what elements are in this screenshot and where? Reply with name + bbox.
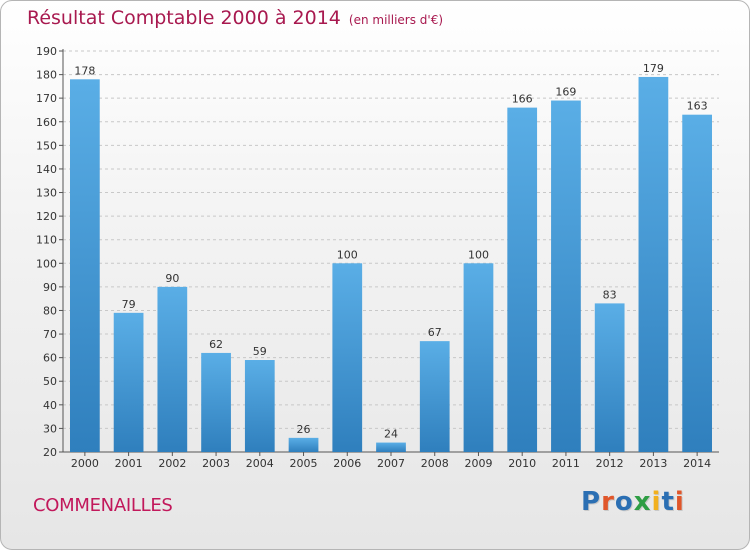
bar-2006 xyxy=(332,263,363,452)
y-tick-label: 30 xyxy=(43,422,57,435)
y-tick-label: 80 xyxy=(43,304,57,317)
logo-letter: r xyxy=(601,487,615,517)
x-tick-label: 2013 xyxy=(639,457,667,470)
x-tick-label: 2001 xyxy=(115,457,143,470)
chart-title-text: Résultat Comptable 2000 à 2014 xyxy=(27,7,341,29)
data-label: 178 xyxy=(74,64,95,77)
x-tick-label: 2008 xyxy=(421,457,449,470)
y-tick-label: 100 xyxy=(36,257,57,270)
y-tick-label: 20 xyxy=(43,446,57,459)
logo-letter: P xyxy=(581,487,602,517)
chart-subtitle: (en milliers d'€) xyxy=(348,13,444,27)
proxiti-logo: Proxiti xyxy=(581,487,685,517)
data-label: 83 xyxy=(603,288,617,301)
y-tick-label: 160 xyxy=(36,116,57,129)
y-tick-label: 140 xyxy=(36,163,57,176)
bar-2014 xyxy=(682,114,713,452)
bar-2001 xyxy=(113,312,144,452)
data-label: 62 xyxy=(209,338,223,351)
x-tick-label: 2005 xyxy=(290,457,318,470)
data-label: 179 xyxy=(643,62,664,75)
x-tick-label: 2011 xyxy=(552,457,580,470)
x-tick-label: 2004 xyxy=(246,457,274,470)
data-label: 100 xyxy=(337,248,358,261)
logo-letter: x xyxy=(633,487,652,517)
commune-name: COMMENAILLES xyxy=(33,495,173,516)
logo-letter: t xyxy=(661,487,675,517)
y-tick-label: 130 xyxy=(36,187,57,200)
bar-2012 xyxy=(594,303,625,452)
chart-title: Résultat Comptable 2000 à 2014 (en millie… xyxy=(27,7,443,29)
data-label: 169 xyxy=(555,86,576,99)
bar-2009 xyxy=(463,263,494,452)
bar-2003 xyxy=(201,352,231,452)
y-tick-label: 150 xyxy=(36,139,57,152)
bar-layer xyxy=(69,76,713,453)
label-layer: 2000 178 2001 79 2002 90 2003 62 2004 59 2005 26 200… xyxy=(71,62,711,470)
x-tick-label: 2010 xyxy=(508,457,536,470)
data-label: 163 xyxy=(687,100,708,113)
data-label: 26 xyxy=(297,423,311,436)
y-tick-label: 90 xyxy=(43,281,57,294)
logo-letter: i xyxy=(651,487,662,517)
x-tick-label: 2000 xyxy=(71,457,99,470)
bar-2007 xyxy=(376,442,406,452)
bar-2010 xyxy=(507,107,538,453)
data-label: 67 xyxy=(428,326,442,339)
bar-2011 xyxy=(551,100,581,453)
data-label: 59 xyxy=(253,345,267,358)
y-tick-label: 120 xyxy=(36,210,57,223)
y-tick-label: 190 xyxy=(36,45,57,58)
bar-2000 xyxy=(69,79,100,453)
logo-letter: i xyxy=(674,487,685,517)
y-tick-label: 50 xyxy=(43,375,57,388)
x-tick-label: 2012 xyxy=(596,457,624,470)
bar-2008 xyxy=(419,341,450,452)
x-tick-label: 2007 xyxy=(377,457,405,470)
x-tick-label: 2002 xyxy=(158,457,186,470)
data-label: 24 xyxy=(384,428,398,441)
bar-2002 xyxy=(157,286,188,452)
y-tick-label: 40 xyxy=(43,399,57,412)
logo-letter: o xyxy=(614,487,634,517)
bar-2005 xyxy=(288,437,319,452)
bar-2013 xyxy=(638,76,669,453)
bar-2004 xyxy=(244,360,275,452)
x-tick-label: 2009 xyxy=(464,457,492,470)
y-tick-label: 110 xyxy=(36,234,57,247)
y-tick-label: 180 xyxy=(36,69,57,82)
y-tick-label: 60 xyxy=(43,352,57,365)
data-label: 90 xyxy=(165,272,179,285)
x-tick-label: 2006 xyxy=(333,457,361,470)
y-tick-label: 70 xyxy=(43,328,57,341)
x-tick-label: 2014 xyxy=(683,457,711,470)
y-tick-label: 170 xyxy=(36,92,57,105)
data-label: 79 xyxy=(122,298,136,311)
data-label: 166 xyxy=(512,93,533,106)
x-tick-label: 2003 xyxy=(202,457,230,470)
data-label: 100 xyxy=(468,248,489,261)
